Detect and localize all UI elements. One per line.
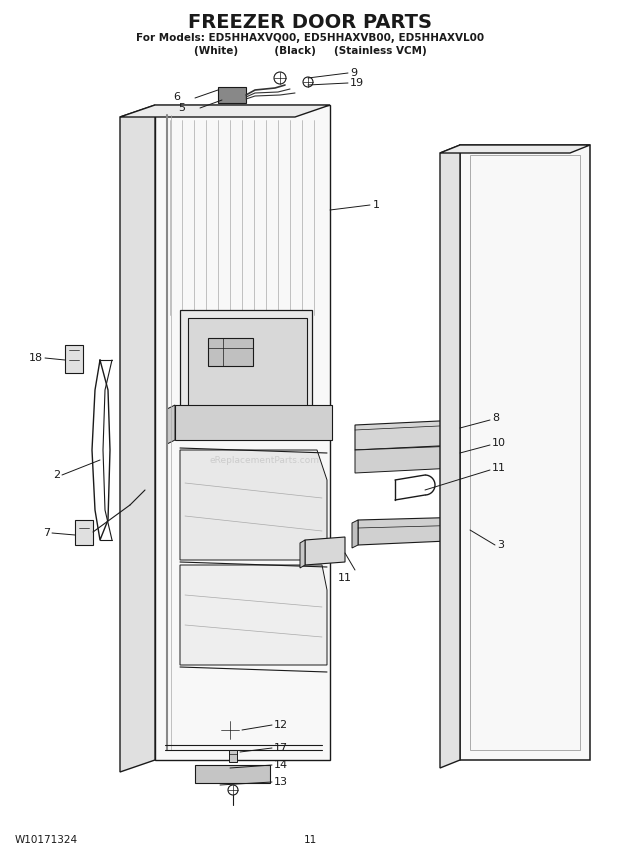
Polygon shape — [188, 318, 307, 417]
Polygon shape — [120, 105, 155, 772]
Polygon shape — [175, 405, 332, 440]
Text: 14: 14 — [274, 760, 288, 770]
Polygon shape — [355, 446, 455, 473]
Polygon shape — [65, 345, 83, 373]
Polygon shape — [229, 750, 237, 762]
Polygon shape — [155, 105, 330, 760]
Text: 7: 7 — [43, 528, 50, 538]
Text: 11: 11 — [303, 835, 317, 845]
Polygon shape — [195, 765, 270, 783]
Text: 9: 9 — [350, 68, 357, 78]
Text: 5: 5 — [178, 103, 185, 113]
Text: 11: 11 — [492, 463, 506, 473]
Polygon shape — [300, 540, 305, 568]
Polygon shape — [120, 105, 330, 117]
Text: eReplacementParts.com: eReplacementParts.com — [210, 455, 320, 465]
Circle shape — [253, 770, 261, 778]
Text: 10: 10 — [492, 438, 506, 448]
Text: For Models: ED5HHAXVQ00, ED5HHAXVB00, ED5HHAXVL00: For Models: ED5HHAXVQ00, ED5HHAXVB00, ED… — [136, 33, 484, 43]
Text: 11: 11 — [338, 573, 352, 583]
Text: 18: 18 — [29, 353, 43, 363]
Polygon shape — [355, 420, 460, 450]
Polygon shape — [75, 520, 93, 545]
Polygon shape — [305, 537, 345, 565]
Polygon shape — [180, 450, 327, 560]
Circle shape — [225, 725, 235, 735]
Polygon shape — [167, 405, 175, 444]
Text: 8: 8 — [492, 413, 499, 423]
Polygon shape — [180, 565, 327, 665]
Text: 1: 1 — [373, 200, 380, 210]
Text: 19: 19 — [350, 78, 364, 88]
Text: 3: 3 — [497, 540, 504, 550]
Text: 17: 17 — [274, 743, 288, 753]
Text: 12: 12 — [274, 720, 288, 730]
Text: W10171324: W10171324 — [15, 835, 78, 845]
Circle shape — [203, 770, 211, 778]
Text: 6: 6 — [173, 92, 180, 102]
Polygon shape — [460, 145, 590, 760]
Polygon shape — [440, 145, 460, 768]
Text: 13: 13 — [274, 777, 288, 787]
Polygon shape — [358, 517, 470, 545]
Polygon shape — [440, 145, 590, 153]
Text: FREEZER DOOR PARTS: FREEZER DOOR PARTS — [188, 13, 432, 32]
Polygon shape — [180, 310, 312, 425]
Polygon shape — [218, 87, 246, 103]
Text: 2: 2 — [53, 470, 60, 480]
Polygon shape — [208, 338, 253, 366]
Polygon shape — [352, 520, 358, 548]
Text: (White)          (Black)     (Stainless VCM): (White) (Black) (Stainless VCM) — [193, 46, 427, 56]
Circle shape — [229, 770, 237, 778]
